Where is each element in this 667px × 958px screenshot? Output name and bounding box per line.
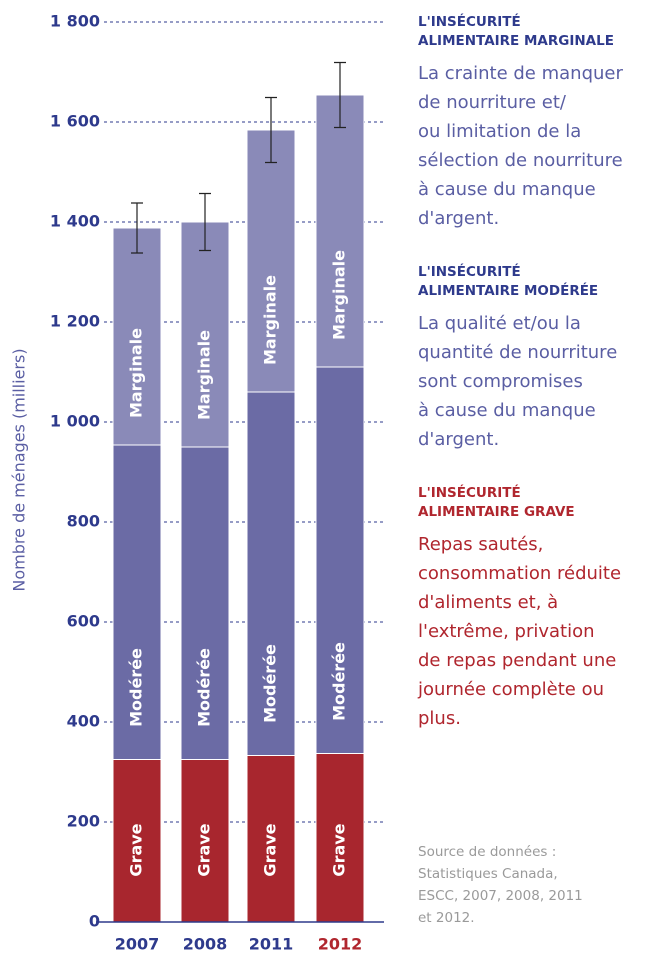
- bar-segment: [180, 759, 230, 923]
- bar-segment: [112, 759, 162, 923]
- note-heading: ALIMENTAIRE MARGINALE: [418, 33, 614, 49]
- error-bar: [334, 61, 346, 129]
- note-text: à cause du manque: [418, 400, 596, 421]
- note-text: journée complète ou: [417, 679, 604, 700]
- source-text: et 2012.: [418, 910, 475, 926]
- bar-segment: [180, 446, 230, 760]
- bar-segment: [112, 227, 162, 446]
- error-bar: [199, 192, 211, 252]
- note-text: de repas pendant une: [418, 650, 616, 671]
- x-tick-label: 2008: [183, 935, 228, 954]
- y-axis-label: Nombre de ménages (milliers): [10, 348, 29, 591]
- y-tick-label: 1 000: [50, 412, 100, 431]
- note-text: l'extrême, privation: [418, 621, 595, 642]
- y-tick-label: 0: [89, 912, 100, 931]
- bar-segment: [315, 753, 365, 923]
- y-tick-label: 600: [67, 612, 100, 631]
- note-text: ou limitation de la: [418, 121, 581, 142]
- note-text: consommation réduite: [418, 563, 621, 584]
- x-tick-label: 2007: [115, 935, 160, 954]
- y-tick-label: 1 800: [50, 12, 100, 31]
- bar-segment: [315, 94, 365, 368]
- note-text: La crainte de manquer: [418, 63, 623, 84]
- bar-segment: [246, 129, 296, 393]
- note-text: sélection de nourriture: [418, 150, 623, 171]
- note-text: quantité de nourriture: [418, 342, 617, 363]
- bar-segment: [246, 755, 296, 923]
- y-tick-label: 1 400: [50, 212, 100, 231]
- segment-label: Marginale: [261, 275, 280, 365]
- segment-label: Modérée: [261, 644, 280, 723]
- note-text: sont compromises: [418, 371, 583, 392]
- segment-label: Grave: [127, 823, 146, 876]
- note-heading: L'INSÉCURITÉ: [418, 484, 521, 501]
- note-heading: ALIMENTAIRE MODÉRÉE: [418, 282, 598, 299]
- x-tick-label: 2011: [249, 935, 294, 954]
- source-text: Statistiques Canada,: [418, 866, 558, 882]
- note-text: d'aliments et, à: [418, 592, 558, 613]
- segment-label: Grave: [195, 823, 214, 876]
- error-bar: [265, 96, 277, 164]
- note-heading: L'INSÉCURITÉ: [418, 263, 521, 280]
- segment-label: Modérée: [330, 642, 349, 721]
- segment-label: Modérée: [127, 648, 146, 727]
- note-heading: L'INSÉCURITÉ: [418, 13, 521, 30]
- note-text: de nourriture et/: [418, 92, 567, 113]
- y-tick-label: 200: [67, 812, 100, 831]
- segment-label: Grave: [261, 823, 280, 876]
- segment-label: Marginale: [127, 328, 146, 418]
- segment-label: Marginale: [330, 250, 349, 340]
- bar-segment: [112, 444, 162, 760]
- note-text: Repas sautés,: [418, 534, 543, 555]
- bar-segment: [315, 366, 365, 754]
- segment-label: Grave: [330, 823, 349, 876]
- y-tick-label: 800: [67, 512, 100, 531]
- bar-segment: [246, 391, 296, 756]
- note-text: plus.: [418, 708, 461, 729]
- error-bar: [131, 202, 143, 254]
- y-tick-label: 1 200: [50, 312, 100, 331]
- y-tick-label: 400: [67, 712, 100, 731]
- note-text: d'argent.: [418, 429, 499, 450]
- source-text: Source de données :: [418, 844, 556, 860]
- source-text: ESCC, 2007, 2008, 2011: [418, 888, 583, 904]
- segment-label: Marginale: [195, 330, 214, 420]
- y-tick-label: 1 600: [50, 112, 100, 131]
- note-heading: ALIMENTAIRE GRAVE: [418, 504, 575, 520]
- bar-segment: [180, 221, 230, 448]
- note-text: d'argent.: [418, 208, 499, 229]
- note-text: La qualité et/ou la: [418, 313, 581, 334]
- note-text: à cause du manque: [418, 179, 596, 200]
- x-tick-label: 2012: [318, 935, 363, 954]
- segment-label: Modérée: [195, 648, 214, 727]
